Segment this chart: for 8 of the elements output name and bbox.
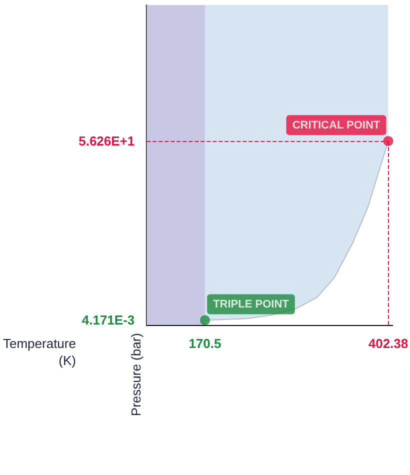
annotation: CRITICAL POINT bbox=[292, 120, 380, 132]
y-axis-title: Pressure (bar) bbox=[128, 333, 144, 416]
x-tick-label: 402.38 bbox=[368, 336, 408, 351]
annotation: TRIPLE POINT bbox=[213, 298, 290, 311]
x-tick-label: 170.5 bbox=[188, 336, 222, 351]
y-tick-label: 4.171E-3 bbox=[82, 312, 135, 328]
x-axis-title: Temperature (K) bbox=[2, 336, 76, 368]
y-tick-label: 5.626E+1 bbox=[78, 134, 135, 149]
